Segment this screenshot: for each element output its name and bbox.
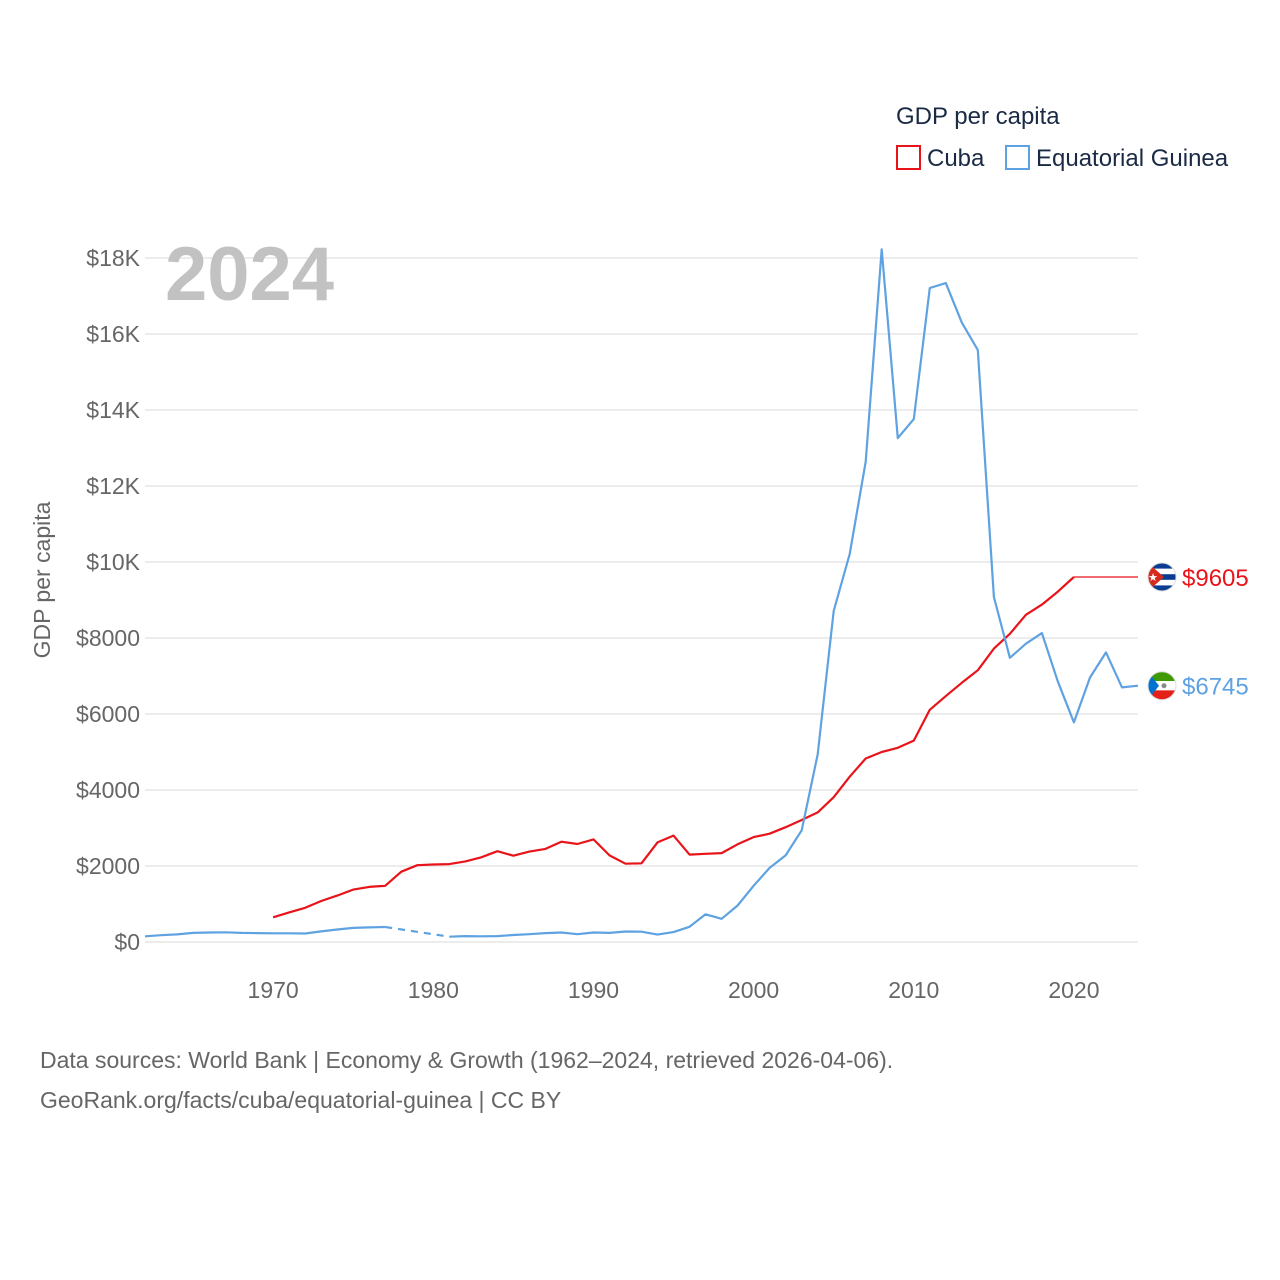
series-lines [144, 248, 1139, 938]
cuba-flag-icon: ★ [1147, 562, 1177, 592]
x-tick-label: 1970 [248, 977, 299, 1003]
y-tick-label: $2000 [76, 853, 140, 879]
equatorial-guinea-flag-icon [1147, 671, 1177, 701]
x-axis-ticks: 1970 1980 1990 2000 2010 2020 [248, 977, 1100, 1003]
y-axis-title: GDP per capita [29, 501, 55, 658]
legend-label-cuba: Cuba [927, 145, 985, 172]
legend-swatch-equatorial-guinea [1005, 145, 1030, 170]
y-tick-label: $0 [114, 929, 140, 955]
y-tick-label: $14K [86, 397, 140, 423]
end-label-cuba: $9605 [1182, 565, 1249, 592]
year-watermark: 2024 [165, 232, 334, 317]
legend-label-equatorial-guinea: Equatorial Guinea [1036, 145, 1229, 172]
y-tick-label: $16K [86, 321, 140, 347]
end-labels: ★ $9605 $6745 [1147, 562, 1249, 701]
y-axis-ticks: $0 $2000 $4000 $6000 $8000 $10K $12K $14K $16K $1… [76, 245, 141, 955]
y-tick-label: $12K [86, 473, 140, 499]
y-tick-label: $8000 [76, 625, 140, 651]
series-gap-equatorial-guinea [385, 925, 450, 938]
legend: GDP per capita Cuba Equatorial Guinea [896, 103, 1229, 172]
y-tick-label: $4000 [76, 777, 140, 803]
y-tick-label: $18K [86, 245, 140, 271]
y-tick-label: $6000 [76, 701, 140, 727]
series-line-equatorial-guinea-1 [449, 248, 1139, 938]
x-tick-label: 2000 [728, 977, 779, 1003]
x-tick-label: 2010 [888, 977, 939, 1003]
series-line-cuba-0 [272, 576, 1075, 919]
source-line-data: Data sources: World Bank | Economy & Gro… [40, 1047, 894, 1073]
x-tick-label: 1990 [568, 977, 619, 1003]
svg-text:★: ★ [1148, 572, 1158, 584]
end-label-equatorial-guinea: $6745 [1182, 674, 1249, 701]
series-line-equatorial-guinea-0 [144, 925, 386, 938]
x-tick-label: 2020 [1048, 977, 1099, 1003]
source-footer: Data sources: World Bank | Economy & Gro… [40, 1040, 1240, 1120]
grid-lines [145, 257, 1138, 943]
legend-swatch-cuba [896, 145, 921, 170]
y-tick-label: $10K [86, 549, 140, 575]
x-tick-label: 1980 [408, 977, 459, 1003]
legend-title: GDP per capita [896, 103, 1060, 130]
source-line-link[interactable]: GeoRank.org/facts/cuba/equatorial-guinea… [40, 1087, 562, 1113]
